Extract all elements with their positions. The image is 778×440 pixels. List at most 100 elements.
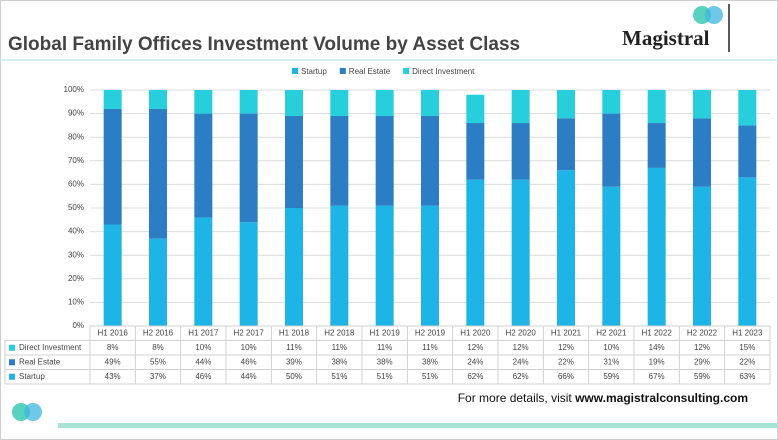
data-label: 59% (603, 372, 619, 381)
footer-text: For more details, visit (458, 391, 575, 405)
data-label: 12% (513, 343, 529, 352)
data-label: 39% (286, 357, 302, 366)
y-tick-label: 50% (68, 203, 84, 212)
data-label: 24% (467, 357, 483, 366)
data-label: 43% (105, 372, 121, 381)
x-tick-label: H1 2016 (98, 328, 129, 337)
data-label: 51% (422, 372, 438, 381)
data-label: 44% (195, 357, 211, 366)
data-label: 11% (377, 343, 392, 352)
bar-segment (375, 115, 394, 206)
bar-segment (330, 90, 349, 116)
data-label: 15% (739, 343, 755, 352)
data-label: 46% (195, 372, 211, 381)
bar-segment (194, 113, 213, 218)
table-swatch (9, 359, 15, 366)
y-tick-label: 10% (68, 298, 84, 307)
data-label: 55% (150, 357, 166, 366)
bar-segment (511, 123, 530, 180)
bar-segment (647, 167, 666, 326)
data-label: 51% (331, 372, 347, 381)
logo-circle (24, 403, 42, 421)
data-label: 12% (694, 343, 710, 352)
bar-segment (194, 217, 213, 326)
bar-segment (103, 224, 122, 326)
legend-swatch (339, 68, 346, 74)
x-tick-label: H2 2020 (506, 328, 537, 337)
bar-segment (511, 179, 530, 326)
data-label: 11% (332, 343, 347, 352)
footer-link: www.magistralconsulting.com (574, 391, 748, 405)
data-label: 38% (331, 357, 347, 366)
data-label: 10% (195, 343, 211, 352)
bar-segment (149, 90, 167, 109)
bar-segment (466, 179, 485, 326)
data-label: 63% (739, 372, 755, 381)
data-label: 44% (241, 372, 257, 381)
y-tick-label: 90% (68, 109, 84, 118)
data-label: 38% (377, 357, 393, 366)
bar-segment (647, 123, 666, 168)
bar-segment (693, 118, 711, 187)
x-tick-label: H1 2017 (188, 328, 219, 337)
bar-segment (557, 118, 575, 171)
x-tick-label: H1 2021 (551, 328, 582, 337)
table-row-label: Startup (19, 372, 45, 381)
brand: Magistral (622, 26, 710, 50)
data-label: 62% (513, 372, 529, 381)
bar-segment (557, 170, 575, 326)
y-tick-label: 20% (68, 274, 84, 283)
bar-segment (375, 90, 394, 116)
bar-segment (738, 125, 757, 178)
y-tick-label: 80% (68, 132, 84, 141)
x-tick-label: H2 2022 (687, 328, 718, 337)
data-label: 12% (558, 343, 574, 352)
bar-segment (647, 90, 666, 124)
legend-swatch (292, 68, 298, 74)
bar-segment (421, 205, 439, 326)
x-tick-label: H2 2017 (234, 328, 265, 337)
bar-segment (194, 90, 213, 114)
legend-label: Startup (301, 67, 327, 76)
y-tick-label: 30% (68, 250, 84, 259)
x-tick-label: H2 2021 (596, 328, 627, 337)
data-label: 12% (467, 343, 483, 352)
bar-segment (511, 90, 530, 124)
data-label: 38% (422, 357, 438, 366)
legend-swatch (403, 68, 410, 74)
x-tick-label: H2 2018 (324, 328, 355, 337)
y-tick-label: 0% (72, 321, 84, 330)
bar-segment (602, 90, 621, 114)
bar-segment (602, 113, 621, 187)
bar-segment (421, 90, 439, 116)
x-tick-label: H1 2018 (279, 328, 310, 337)
bar-segment (330, 115, 349, 206)
data-label: 37% (150, 372, 166, 381)
data-label: 24% (513, 357, 529, 366)
bar-segment (285, 90, 303, 116)
data-label: 8% (152, 343, 164, 352)
x-tick-label: H1 2023 (732, 328, 763, 337)
chart-title: Global Family Offices Investment Volume … (8, 34, 520, 55)
bar-segment (285, 115, 303, 208)
data-label: 51% (377, 372, 393, 381)
data-label: 46% (241, 357, 257, 366)
data-label: 50% (286, 372, 302, 381)
data-label: 29% (694, 357, 710, 366)
legend-label: Real Estate (349, 67, 391, 76)
bar-segment (738, 90, 757, 126)
footer-bar (58, 423, 778, 428)
bar-segment (103, 108, 122, 225)
bar-segment (239, 90, 258, 114)
data-label: 62% (467, 372, 483, 381)
y-tick-label: 70% (68, 156, 84, 165)
x-tick-label: H1 2019 (370, 328, 401, 337)
data-label: 11% (286, 343, 301, 352)
bar-segment (421, 115, 439, 206)
table-swatch (9, 344, 15, 351)
bar-segment (466, 94, 485, 124)
data-label: 67% (649, 372, 665, 381)
bar-segment (602, 186, 621, 326)
x-tick-label: H1 2022 (642, 328, 673, 337)
